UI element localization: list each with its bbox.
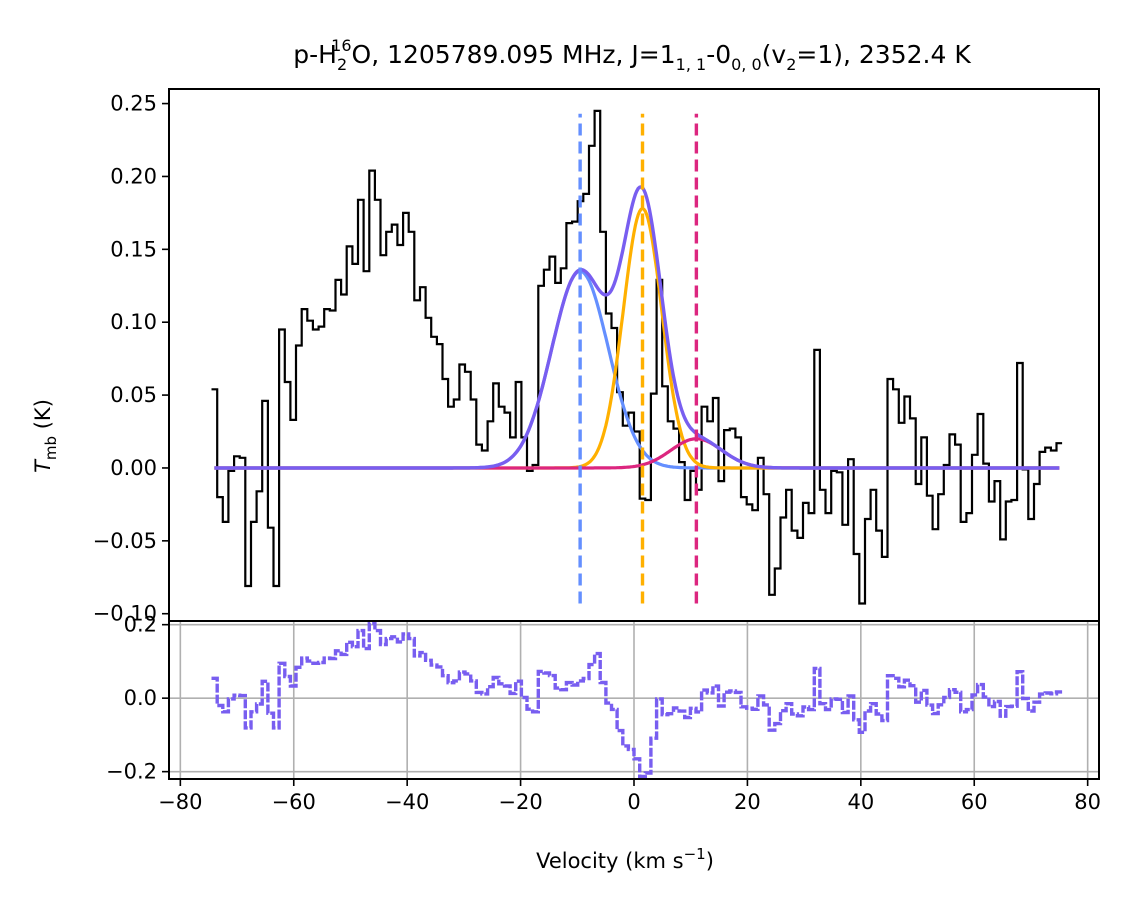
x-tick-label: −80 [158, 790, 202, 814]
residual-y-tick-label: 0.0 [124, 686, 157, 710]
observed-spectrum-line [211, 109, 1063, 605]
y-tick-label: −0.10 [93, 602, 157, 626]
x-tick-label: 20 [734, 790, 761, 814]
x-tick-label: 80 [1074, 790, 1101, 814]
y-tick-label: 0.15 [110, 237, 157, 261]
y-axis-label: Tmb (K) [31, 399, 60, 473]
y-tick-label: 0.00 [110, 456, 157, 480]
chart-title: p-H216O, 1205789.095 MHz, J=11, 1-00, 0(… [293, 36, 971, 74]
x-tick-label: −40 [385, 790, 429, 814]
x-axis-label: Velocity (km s−1) [536, 845, 714, 873]
residual-panel: −0.2 0.0 0.2 −80 −60 −40 −20 0 20 40 60 80 Velocit… [106, 613, 1101, 873]
y-tick-label: 0.10 [110, 310, 157, 334]
x-tick-label: −60 [272, 790, 316, 814]
y-tick-label: −0.05 [93, 529, 157, 553]
total-fit-line [214, 185, 1060, 470]
residual-y-tick-label: −0.2 [106, 760, 157, 784]
x-tick-label: 0 [627, 790, 640, 814]
x-tick-label: 40 [847, 790, 874, 814]
x-tick-label: −20 [498, 790, 542, 814]
residual-line [211, 621, 1063, 779]
y-tick-label: 0.25 [110, 92, 157, 116]
y-tick-label: 0.05 [110, 383, 157, 407]
residual-y-tick-label: 0.2 [124, 613, 157, 637]
x-tick-label: 60 [961, 790, 988, 814]
y-tick-label: 0.20 [110, 164, 157, 188]
